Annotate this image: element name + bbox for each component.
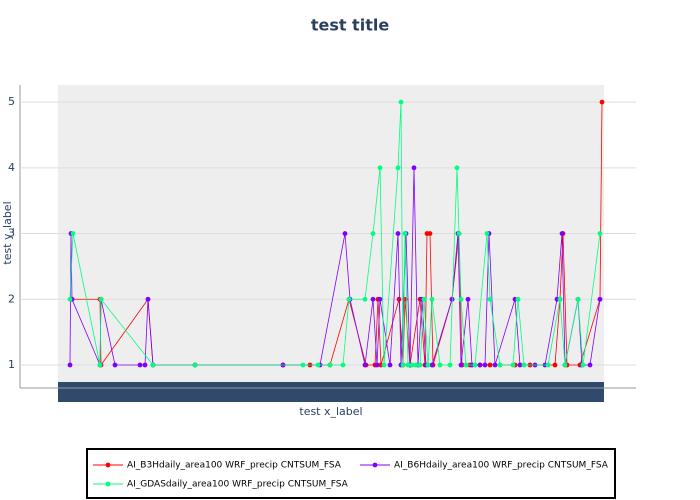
point [145,296,151,302]
point [562,362,568,368]
point [112,362,118,368]
y-tick-label: 4 [8,161,15,174]
point [599,99,605,105]
point [458,296,464,302]
point [374,362,380,368]
point [575,296,581,302]
y-tick-label: 3 [8,227,15,240]
point [362,296,368,302]
point [342,231,348,236]
point [67,362,73,368]
point [405,362,411,368]
point [427,231,433,236]
point [346,296,352,302]
point [137,362,143,368]
point [521,362,527,368]
point [472,362,478,368]
point [142,362,148,368]
point [597,296,603,302]
point [458,362,464,368]
point [411,165,417,171]
legend-marker [372,462,378,468]
point [97,362,103,368]
point [559,231,565,236]
point [370,231,376,236]
point [425,362,431,368]
point [192,362,198,368]
point [517,362,523,368]
point [487,296,493,302]
legend-label: AI_B3Hdaily_area100 WRF_precip CNTSUM_FS… [127,461,342,471]
point [340,362,346,368]
chart-title: test title [311,16,390,35]
y-tick-label: 2 [8,292,15,305]
legend-label: AI_B6Hdaily_area100 WRF_precip CNTSUM_FS… [394,461,609,471]
point [417,362,423,368]
point [421,296,427,302]
point [580,362,586,368]
point [484,231,490,236]
legend-marker [105,462,111,468]
point [400,362,406,368]
x-axis-label: test x_label [299,405,362,418]
point [492,362,498,368]
point [395,165,401,171]
point [377,296,383,302]
point [465,296,471,302]
point [315,362,321,368]
point [463,362,469,368]
point [597,231,603,236]
point [98,296,104,302]
point [327,362,333,368]
point [482,362,488,368]
y-axis-label: test y_label [1,201,14,264]
point [398,99,404,105]
legend [86,448,616,499]
point [413,362,419,368]
point [454,165,460,171]
point [429,296,435,302]
point [370,296,376,302]
point [395,231,401,236]
legend-marker [105,481,111,487]
legend-label: AI_GDASdaily_area100 WRF_precip CNTSUM_F… [127,480,349,490]
point [377,165,383,171]
point [587,362,593,368]
point [396,296,402,302]
point [477,362,483,368]
point [150,362,156,368]
point [456,231,462,236]
point [402,231,408,236]
point [510,362,516,368]
point [437,362,443,368]
point [300,362,306,368]
point [362,362,368,368]
point [487,362,493,368]
point [67,296,73,302]
point [545,362,551,368]
point [70,231,76,236]
point [497,362,503,368]
point [552,362,558,368]
x-tick-band [58,382,604,402]
point [429,362,435,368]
point [515,296,521,302]
point [557,296,563,302]
y-tick-label: 1 [8,358,15,371]
point [447,362,453,368]
point [387,362,393,368]
point [381,362,387,368]
y-tick-label: 5 [8,95,15,108]
point [409,362,415,368]
